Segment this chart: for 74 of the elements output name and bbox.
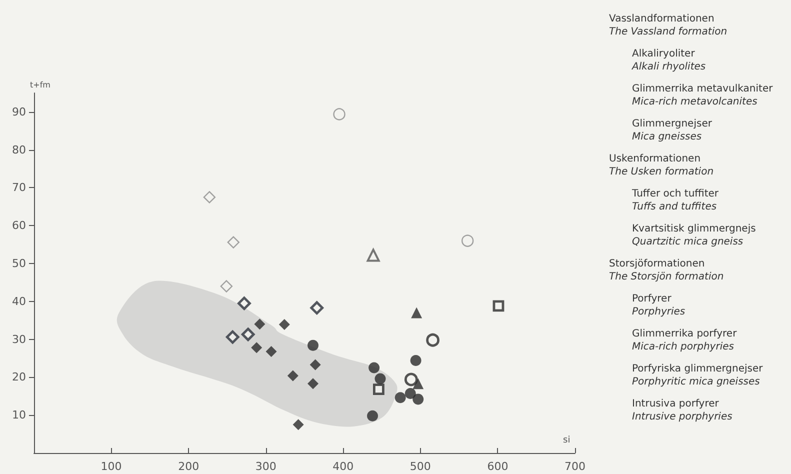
text: Porfyrer [632, 294, 672, 304]
text: Mica-rich porphyries [632, 342, 734, 352]
point [287, 370, 298, 382]
y-axis-title: t+fm [30, 80, 51, 90]
x-tick-label: 700 [564, 460, 586, 473]
x-tick-label: 600 [487, 460, 508, 473]
x-tick-label: 100 [100, 460, 122, 473]
point [404, 372, 418, 386]
text: Glimmerrika metavulkaniter [632, 84, 774, 94]
point [366, 248, 380, 262]
y-tick-label: 90 [12, 105, 26, 118]
point [241, 328, 255, 342]
text: Uskenformationen [609, 154, 701, 164]
x-tick-label: 300 [255, 460, 276, 473]
text: Glimmergnejser [632, 118, 713, 130]
point [412, 378, 424, 390]
text: Alkaliryoliter [632, 48, 696, 60]
y-tick-label: 70 [12, 181, 26, 194]
point [372, 384, 384, 396]
point [238, 296, 251, 310]
point [333, 108, 346, 120]
text: The Vassland formation [609, 26, 728, 38]
point [310, 359, 321, 370]
point [410, 355, 422, 366]
point [310, 301, 324, 315]
point [254, 318, 266, 330]
x-tick-label: 200 [178, 460, 200, 473]
point [394, 392, 406, 404]
point [492, 300, 504, 312]
y-tick-label: 10 [12, 408, 26, 422]
text: Tuffer och tuffiter [631, 188, 720, 200]
text: Porphyritic mica gneisses [632, 376, 760, 388]
text: The Storsjön formation [609, 272, 724, 282]
text: Mica-rich metavolcanites [632, 96, 758, 108]
text: The Usken formation [609, 166, 714, 178]
point [412, 394, 424, 405]
point [251, 342, 262, 354]
point [461, 234, 474, 247]
y-tick-label: 80 [12, 143, 26, 156]
point [278, 319, 290, 330]
text: Porfyriska glimmergnejser [632, 364, 764, 374]
y-tick-label: 60 [12, 219, 26, 232]
y-tick-label: 40 [12, 294, 26, 308]
x-tick-label: 500 [410, 460, 431, 473]
y-tick-label: 20 [12, 370, 26, 384]
text: Mica gneisses [632, 132, 702, 142]
x-tick-label: 400 [332, 460, 354, 473]
text: Tuffs and tuffites [632, 202, 717, 212]
point [367, 410, 378, 422]
text: Intrusive porphyries [632, 412, 732, 422]
text: Storsjöformationen [609, 258, 705, 270]
text: Alkali rhyolites [631, 62, 706, 72]
point [220, 280, 233, 292]
point [308, 340, 318, 351]
point [203, 191, 216, 204]
point [308, 378, 318, 390]
point [404, 388, 416, 399]
text: Vasslandformationen [609, 14, 714, 24]
y-tick-label: 50 [12, 257, 26, 270]
x-axis-title: si [563, 436, 570, 446]
point [292, 419, 304, 430]
text: Glimmerrika porfyrer [632, 328, 738, 340]
point [266, 346, 277, 357]
text: Porphyries [632, 306, 686, 318]
point [226, 330, 240, 344]
point [368, 362, 380, 374]
text: Quartzitic mica gneiss [632, 236, 744, 248]
point [426, 333, 440, 347]
point [374, 373, 386, 384]
point [227, 236, 240, 248]
point [411, 307, 422, 318]
text: Intrusiva porfyrer [632, 398, 720, 410]
text: Kvartsitisk glimmergnejs [632, 224, 756, 234]
y-tick-label: 30 [12, 332, 26, 346]
